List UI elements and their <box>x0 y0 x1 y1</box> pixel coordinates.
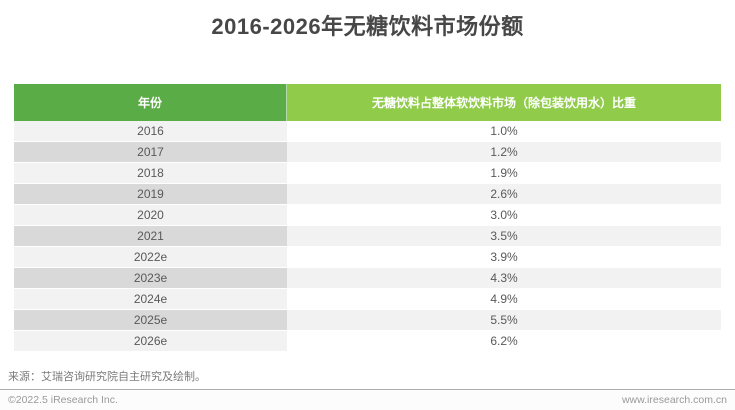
footer-bar: ©2022.5 iResearch Inc. www.iresearch.com… <box>0 389 735 410</box>
table-row: 2021 3.5% <box>14 226 721 247</box>
copyright-text: ©2022.5 iResearch Inc. <box>8 394 118 406</box>
table-row: 2018 1.9% <box>14 163 721 184</box>
year-cell: 2021 <box>14 226 287 246</box>
value-cell: 5.5% <box>287 310 721 330</box>
year-cell: 2017 <box>14 142 287 162</box>
value-cell: 1.0% <box>287 121 721 141</box>
website-url: www.iresearch.com.cn <box>621 394 727 406</box>
table-row: 2019 2.6% <box>14 184 721 205</box>
value-cell: 3.0% <box>287 205 721 225</box>
value-cell: 2.6% <box>287 184 721 204</box>
table-body: 2016 1.0% 2017 1.2% 2018 1.9% 2019 2.6% … <box>14 121 721 352</box>
table-row: 2024e 4.9% <box>14 289 721 310</box>
table-row: 2017 1.2% <box>14 142 721 163</box>
table-row: 2025e 5.5% <box>14 310 721 331</box>
value-cell: 6.2% <box>287 331 721 351</box>
table-row: 2026e 6.2% <box>14 331 721 352</box>
market-share-table: 年份 无糖饮料占整体软饮料市场（除包装饮用水）比重 2016 1.0% 2017… <box>14 84 721 352</box>
year-cell: 2026e <box>14 331 287 351</box>
table-row: 2016 1.0% <box>14 121 721 142</box>
year-cell: 2018 <box>14 163 287 183</box>
year-cell: 2020 <box>14 205 287 225</box>
year-cell: 2016 <box>14 121 287 141</box>
table-row: 2023e 4.3% <box>14 268 721 289</box>
column-header-year: 年份 <box>14 84 287 121</box>
page-title: 2016-2026年无糖饮料市场份额 <box>211 14 524 39</box>
column-header-share: 无糖饮料占整体软饮料市场（除包装饮用水）比重 <box>287 84 721 121</box>
value-cell: 1.2% <box>287 142 721 162</box>
value-cell: 4.9% <box>287 289 721 309</box>
value-cell: 1.9% <box>287 163 721 183</box>
source-note: 来源：艾瑞咨询研究院自主研究及绘制。 <box>8 371 206 383</box>
table-header-row: 年份 无糖饮料占整体软饮料市场（除包装饮用水）比重 <box>14 84 721 121</box>
value-cell: 3.5% <box>287 226 721 246</box>
table-row: 2022e 3.9% <box>14 247 721 268</box>
year-cell: 2025e <box>14 310 287 330</box>
year-cell: 2023e <box>14 268 287 288</box>
year-cell: 2019 <box>14 184 287 204</box>
table-row: 2020 3.0% <box>14 205 721 226</box>
year-cell: 2024e <box>14 289 287 309</box>
value-cell: 4.3% <box>287 268 721 288</box>
value-cell: 3.9% <box>287 247 721 267</box>
year-cell: 2022e <box>14 247 287 267</box>
